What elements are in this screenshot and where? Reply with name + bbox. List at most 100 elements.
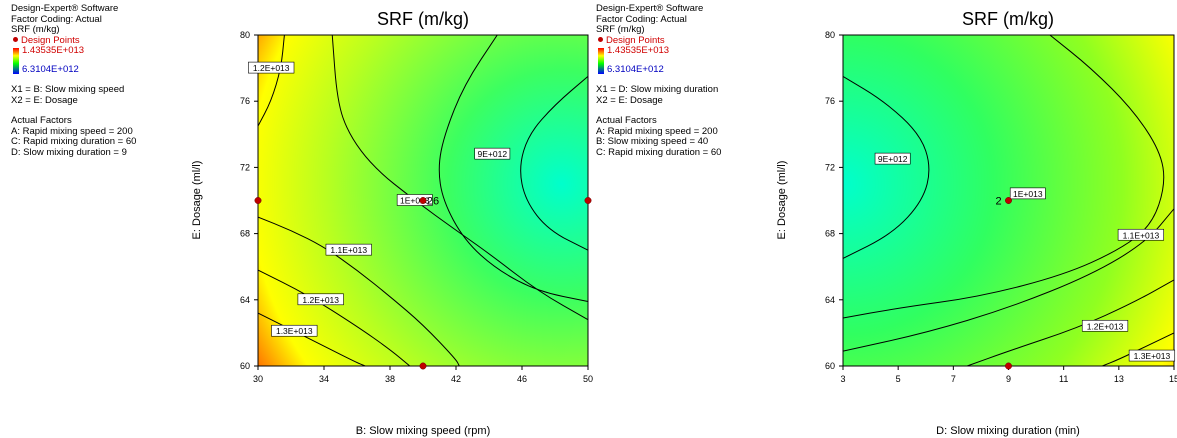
contour-label: 1E+013 [396, 194, 433, 206]
design-point [584, 197, 592, 204]
design-point [1005, 362, 1012, 370]
x-axis-label: B: Slow mixing speed (rpm) [356, 425, 491, 437]
contour-line [843, 75, 930, 259]
design-point [254, 197, 262, 204]
x-axis-label: D: Slow mixing duration (min) [936, 425, 1080, 437]
x-tick-label: 15 [1169, 374, 1177, 384]
contour-label: 1.3E+013 [1128, 349, 1176, 362]
svg-text:1.1E+013: 1.1E+013 [1123, 230, 1160, 240]
actual-factor-item: A: Rapid mixing speed = 200 [596, 125, 718, 137]
y-factor-label: X2 = E: Dosage [11, 94, 78, 106]
design-point [419, 197, 427, 204]
x-tick-label: 30 [253, 374, 263, 384]
legend-block: Design-Expert® Software Factor Coding: A… [11, 3, 137, 158]
y-tick-label: 72 [240, 162, 250, 172]
y-tick-label: 76 [240, 96, 250, 106]
colorbar-min-label: 6.3104E+012 [607, 63, 664, 75]
design-point-icon [598, 36, 603, 42]
design-point [1005, 197, 1012, 204]
y-tick-label: 64 [240, 295, 250, 305]
svg-text:1E+013: 1E+013 [400, 196, 430, 206]
svg-text:1.2E+013: 1.2E+013 [302, 295, 339, 305]
design-point-label: 2 [995, 196, 1001, 208]
contour-label: 1E+013 [1009, 187, 1046, 200]
contour-line [1102, 332, 1174, 366]
svg-text:1E+013: 1E+013 [1013, 189, 1043, 199]
y-axis-label: E: Dosage (ml/l) [776, 161, 788, 240]
response-label: SRF (m/kg) [596, 24, 645, 35]
x-factor-label: X1 = B: Slow mixing speed [11, 84, 125, 95]
contour-line [258, 269, 411, 366]
contour-label: 1.2E+013 [248, 61, 295, 74]
design-point-label: 26 [427, 196, 439, 208]
factor-coding-label: Factor Coding: Actual [596, 13, 687, 25]
x-tick-label: 50 [583, 374, 593, 384]
x-tick-label: 38 [385, 374, 395, 384]
y-tick-label: 76 [825, 96, 835, 106]
contour-line [331, 35, 588, 321]
legend-block: Design-Expert® Software Factor Coding: A… [596, 3, 722, 158]
contour-line [438, 35, 588, 302]
contour-line [520, 75, 588, 251]
y-tick-label: 72 [825, 162, 835, 172]
actual-factors-title: Actual Factors [11, 115, 72, 126]
x-tick-label: 9 [1006, 374, 1011, 384]
y-tick-label: 60 [825, 361, 835, 371]
colorbar [13, 48, 19, 74]
colorbar-max-label: 1.43535E+013 [22, 45, 85, 56]
contour-label: 1.3E+013 [271, 324, 318, 337]
contour-line [258, 312, 366, 366]
colorbar [598, 48, 604, 74]
x-tick-label: 34 [319, 374, 329, 384]
actual-factor-item: A: Rapid mixing speed = 200 [11, 125, 133, 137]
contour-panel-right: Design-Expert® Software Factor Coding: A… [590, 0, 1177, 438]
x-tick-label: 7 [951, 374, 956, 384]
x-tick-label: 13 [1114, 374, 1124, 384]
contour-label: 1.2E+013 [297, 293, 344, 306]
y-tick-label: 68 [240, 229, 250, 239]
colorbar-legend: 1.43535E+013 6.3104E+012 [596, 45, 721, 75]
contour-line [843, 35, 1165, 319]
design-points-legend: Design Points [596, 35, 721, 47]
x-tick-label: 3 [840, 374, 845, 384]
y-axis-label: E: Dosage (ml/l) [191, 161, 203, 240]
x-tick-label: 46 [517, 374, 527, 384]
x-tick-label: 5 [896, 374, 901, 384]
colorbar-max-label: 1.43535E+013 [607, 45, 670, 56]
y-factor-label: X2 = E: Dosage [596, 94, 663, 106]
contour-label: 9E+012 [474, 147, 511, 160]
actual-factor-item: B: Slow mixing speed = 40 [596, 136, 709, 147]
design-points-legend: Design Points [11, 35, 136, 47]
colorbar-min-label: 6.3104E+012 [22, 63, 79, 75]
contour-label: 1.1E+013 [325, 243, 372, 256]
contour-line [843, 208, 1174, 352]
svg-text:1.2E+013: 1.2E+013 [1087, 321, 1124, 331]
chart-title: SRF (m/kg) [962, 9, 1054, 29]
software-label: Design-Expert® Software [11, 3, 119, 14]
contour-panel-left: Design-Expert® Software Factor Coding: A… [11, 3, 593, 437]
x-tick-label: 42 [451, 374, 461, 384]
actual-factors-title: Actual Factors [596, 115, 657, 126]
y-tick-label: 60 [240, 361, 250, 371]
svg-text:1.3E+013: 1.3E+013 [276, 326, 313, 336]
chart-title: SRF (m/kg) [377, 9, 469, 29]
actual-factor-item: C: Rapid mixing duration = 60 [596, 146, 722, 158]
contour-plot: SRF (m/kg) 3 5 7 9 11 13 15 60 64 68 72 76 80 D: Slow … [776, 9, 1177, 437]
svg-text:1.1E+013: 1.1E+013 [330, 245, 367, 255]
svg-text:9E+012: 9E+012 [878, 154, 908, 164]
factor-coding-label: Factor Coding: Actual [11, 13, 102, 25]
x-tick-label: 11 [1059, 374, 1068, 384]
svg-text:9E+012: 9E+012 [478, 149, 508, 159]
y-tick-label: 68 [825, 229, 835, 239]
actual-factor-item: C: Rapid mixing duration = 60 [11, 136, 137, 147]
y-tick-label: 80 [240, 30, 250, 40]
actual-factor-item: D: Slow mixing duration = 9 [11, 146, 127, 158]
svg-text:1.3E+013: 1.3E+013 [1134, 351, 1171, 361]
contour-label: 9E+012 [874, 152, 911, 165]
y-tick-label: 80 [825, 30, 835, 40]
software-label: Design-Expert® Software [596, 3, 704, 14]
contour-plot: SRF (m/kg) 30 34 38 42 46 50 60 64 68 72 76 80 B: Slo… [191, 9, 593, 437]
svg-text:1.2E+013: 1.2E+013 [253, 63, 290, 73]
x-factor-label: X1 = D: Slow mixing duration [596, 84, 719, 95]
y-tick-label: 64 [825, 295, 835, 305]
